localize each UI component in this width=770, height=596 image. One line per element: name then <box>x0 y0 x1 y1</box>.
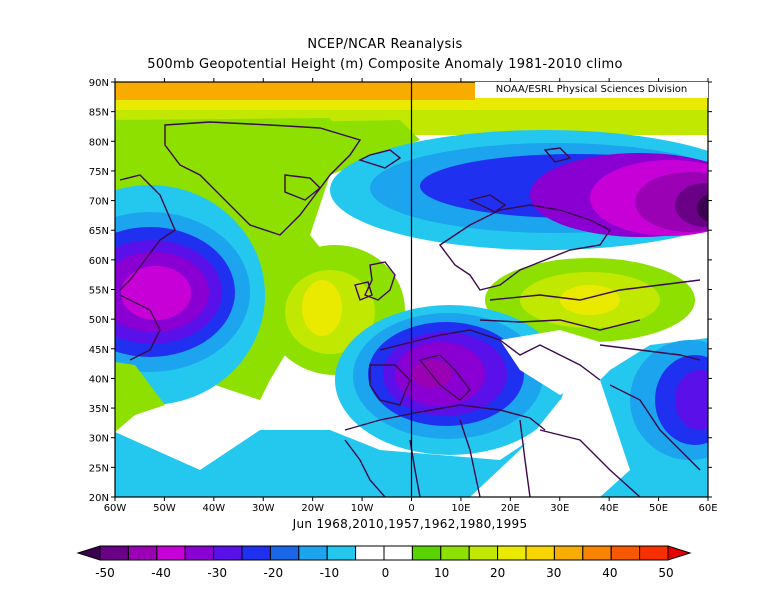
lat-label: 80N <box>89 137 109 148</box>
lon-label: 50E <box>649 503 668 514</box>
lat-label: 65N <box>89 226 109 237</box>
lon-label: 60W <box>104 503 127 514</box>
lat-label: 85N <box>89 108 109 119</box>
color-bar-right-arrow <box>667 545 692 561</box>
color-bar-box <box>411 545 442 561</box>
color-bar-box <box>298 545 328 561</box>
lat-label: 40N <box>89 374 109 385</box>
color-bar-box <box>156 545 186 561</box>
lat-label: 35N <box>89 404 109 415</box>
lon-label: 50W <box>153 503 176 514</box>
lon-label: 30E <box>550 503 569 514</box>
lon-label: 30W <box>252 503 275 514</box>
color-bar-box <box>241 545 271 561</box>
color-bar-label: -50 <box>95 566 115 580</box>
lon-label: 10W <box>351 503 374 514</box>
color-bar-boxes <box>76 545 692 561</box>
lon-label: 40W <box>203 503 226 514</box>
color-bar-box <box>639 545 669 561</box>
color-bar-left-arrow <box>76 545 101 561</box>
lat-label: 55N <box>89 286 109 297</box>
composite-years-subtitle: Jun 1968,2010,1957,1962,1980,1995 <box>292 517 528 531</box>
color-bar-box <box>326 545 357 561</box>
color-bar-label: 50 <box>658 566 673 580</box>
color-bar-box <box>99 545 129 561</box>
color-bar-box <box>213 545 243 561</box>
color-bar-label: 20 <box>490 566 505 580</box>
lon-label: 20E <box>501 503 520 514</box>
lat-label: 20N <box>89 493 109 504</box>
color-bar-box <box>582 545 612 561</box>
color-bar-box <box>468 545 499 561</box>
color-bar-label: 10 <box>434 566 449 580</box>
lat-label: 70N <box>89 197 109 208</box>
color-bar-box <box>127 545 158 561</box>
latitude-axis: 90N 85N 80N 75N 70N 65N 60N 55N 50N 45N 40N 35N 30N 2… <box>89 78 712 504</box>
title-line-2: 500mb Geopotential Height (m) Composite … <box>147 57 623 72</box>
color-bar-box <box>355 545 385 561</box>
coastlines <box>119 121 701 497</box>
lon-label: 10E <box>451 503 470 514</box>
lat-label: 90N <box>89 78 109 89</box>
lon-label: 40E <box>600 503 619 514</box>
color-bar-box <box>553 545 584 561</box>
color-bar-box <box>497 545 527 561</box>
color-bar-box <box>383 545 413 561</box>
color-bar-box <box>610 545 641 561</box>
lat-label: 30N <box>89 434 109 445</box>
lat-label: 50N <box>89 315 109 326</box>
lon-label: 0 <box>408 503 414 514</box>
color-bar-box <box>184 545 215 561</box>
color-bar-box <box>440 545 470 561</box>
color-bar-label: 30 <box>546 566 561 580</box>
lat-label: 45N <box>89 345 109 356</box>
lat-label: 60N <box>89 256 109 267</box>
longitude-axis: 60W 50W 40W 30W 20W 10W 0 10E 20E 30E 40E 50E 60E <box>104 78 718 514</box>
title-line-1: NCEP/NCAR Reanalysis <box>307 37 463 52</box>
color-bar-label: -40 <box>151 566 171 580</box>
lat-label: 75N <box>89 167 109 178</box>
color-bar-label: 0 <box>382 566 390 580</box>
lon-label: 60E <box>698 503 717 514</box>
lat-label: 25N <box>89 463 109 474</box>
color-bar-label: -20 <box>263 566 283 580</box>
color-bar-label: 40 <box>602 566 617 580</box>
color-bar-label: -30 <box>207 566 227 580</box>
color-bar-box <box>525 545 555 561</box>
color-bar-label: -10 <box>320 566 340 580</box>
credit-label: NOAA/ESRL Physical Sciences Division <box>475 82 708 98</box>
lon-label: 20W <box>301 503 324 514</box>
color-bar-box <box>269 545 300 561</box>
color-bar-labels: -50 -40 -30 -20 -10 0 10 20 30 40 50 <box>95 566 673 580</box>
